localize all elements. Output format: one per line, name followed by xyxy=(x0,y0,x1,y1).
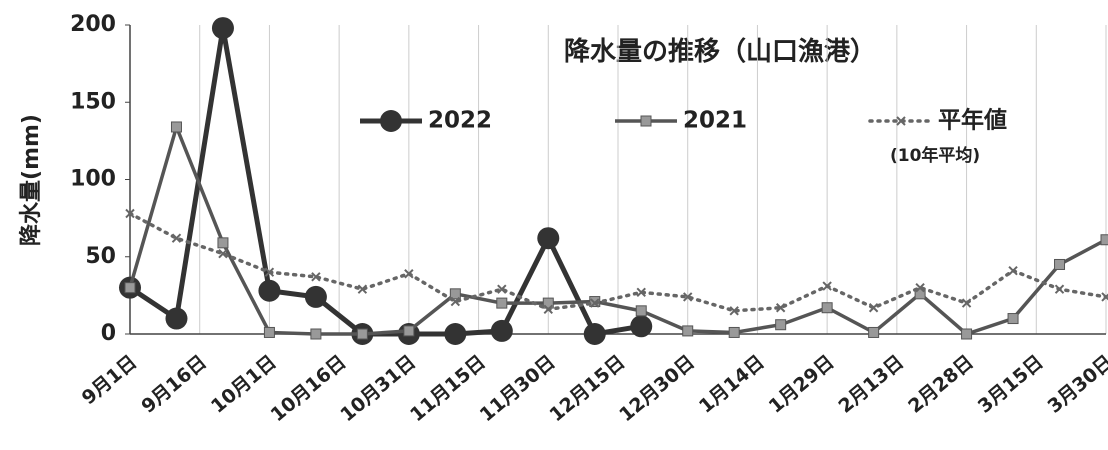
point xyxy=(915,282,925,293)
x-tick-label: 3月30日 xyxy=(1044,351,1108,418)
y-tick-label: 0 xyxy=(101,321,116,346)
y-tick-label: 200 xyxy=(70,12,116,37)
point xyxy=(404,269,414,279)
legend-label: 2021 xyxy=(683,108,747,134)
point xyxy=(636,287,646,297)
point xyxy=(125,208,135,219)
point xyxy=(961,328,973,340)
legend-label: 平年値 xyxy=(938,107,1007,134)
point xyxy=(683,292,693,302)
point xyxy=(1007,313,1019,325)
point xyxy=(211,17,234,40)
legend-marker xyxy=(380,110,402,132)
point xyxy=(311,272,321,282)
point xyxy=(1100,234,1108,246)
point xyxy=(729,306,739,316)
point xyxy=(682,325,694,337)
point xyxy=(449,288,461,300)
x-tick-label: 11月15日 xyxy=(406,351,490,426)
x-tick-label: 2月28日 xyxy=(904,351,978,418)
point xyxy=(218,248,228,259)
series-line xyxy=(128,121,1107,336)
legend-marker xyxy=(896,116,906,126)
point xyxy=(497,284,507,294)
point xyxy=(961,298,972,308)
x-tick-label: 10月31日 xyxy=(336,351,420,426)
y-tick-label: 150 xyxy=(70,89,116,114)
x-tick-label: 1月29日 xyxy=(765,351,839,418)
point xyxy=(258,279,281,302)
chart-title: 降水量の推移（山口漁港） xyxy=(564,37,876,67)
y-tick-label: 50 xyxy=(85,244,116,269)
point xyxy=(630,315,653,338)
point xyxy=(490,319,513,342)
point xyxy=(357,284,368,294)
point xyxy=(171,233,182,243)
point xyxy=(543,304,553,314)
point xyxy=(537,227,560,250)
x-tick-label: 3月15日 xyxy=(974,351,1048,418)
point xyxy=(263,326,275,338)
point xyxy=(1101,292,1108,302)
x-tick-label: 9月16日 xyxy=(137,351,211,418)
legend-marker xyxy=(640,115,652,127)
point xyxy=(590,298,600,308)
point xyxy=(217,237,229,249)
point xyxy=(822,281,832,291)
point xyxy=(304,285,327,308)
point xyxy=(496,297,508,309)
point xyxy=(728,326,740,338)
point xyxy=(868,303,879,313)
point xyxy=(1008,265,1018,276)
point xyxy=(821,302,833,314)
y-tick-label: 100 xyxy=(70,167,116,192)
point xyxy=(170,121,182,133)
legend-note: (10年平均) xyxy=(890,145,980,166)
point xyxy=(124,282,136,294)
point xyxy=(310,328,322,340)
series-line xyxy=(128,211,1108,313)
point xyxy=(444,323,467,345)
point xyxy=(403,325,415,337)
point xyxy=(264,267,275,277)
point xyxy=(450,296,461,307)
point xyxy=(775,303,786,313)
x-tick-label: 2月13日 xyxy=(834,351,908,418)
x-tick-label: 10月16日 xyxy=(267,351,351,426)
legend-label: 2022 xyxy=(428,108,492,134)
point xyxy=(775,319,787,331)
x-tick-label: 12月30日 xyxy=(615,351,699,426)
x-tick-label: 1月14日 xyxy=(695,351,769,418)
point xyxy=(868,326,880,338)
x-tick-label: 9月1日 xyxy=(78,351,142,409)
x-tick-label: 12月15日 xyxy=(545,351,629,426)
point xyxy=(583,323,606,345)
point xyxy=(165,307,188,330)
x-tick-label: 11月30日 xyxy=(476,351,560,426)
point xyxy=(635,305,647,317)
y-axis-label: 降水量(mm) xyxy=(19,114,44,246)
point xyxy=(1054,258,1066,270)
series-line xyxy=(128,27,642,337)
point xyxy=(356,328,368,340)
point xyxy=(1054,284,1065,294)
